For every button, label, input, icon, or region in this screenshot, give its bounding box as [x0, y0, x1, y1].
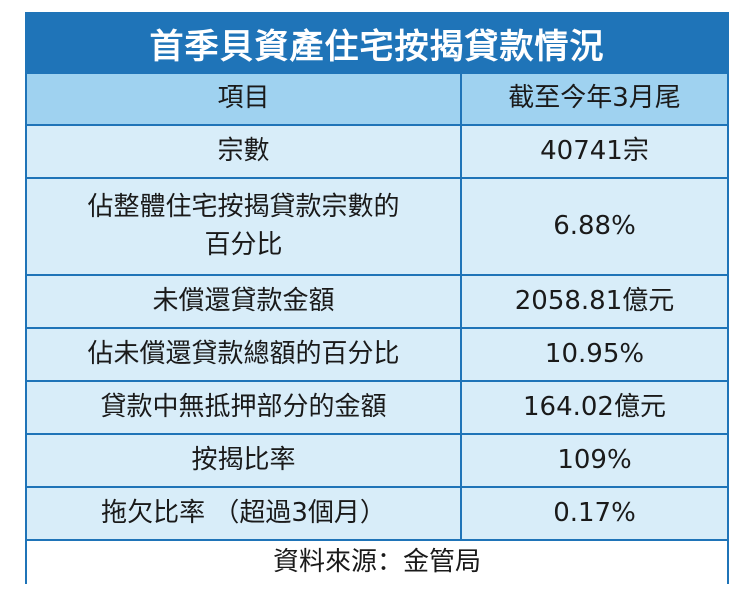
- table-row: 拖欠比率 （超過3個月） 0.17%: [27, 486, 727, 541]
- table-row: 佔未償還貸款總額的百分比 10.95%: [27, 327, 727, 382]
- row-label: 佔整體住宅按揭貸款宗數的 百分比: [27, 177, 462, 276]
- table-row: 佔整體住宅按揭貸款宗數的 百分比 6.88%: [27, 177, 727, 276]
- row-label: 貸款中無抵押部分的金額: [27, 380, 462, 435]
- table-title: 首季貝資產住宅按揭貸款情況: [27, 14, 727, 74]
- row-label: 佔未償還貸款總額的百分比: [27, 327, 462, 382]
- row-label: 拖欠比率 （超過3個月）: [27, 486, 462, 541]
- source-note: 資料來源：金管局: [27, 539, 727, 584]
- table-row: 貸款中無抵押部分的金額 164.02億元: [27, 380, 727, 435]
- table-row: 按揭比率 109%: [27, 433, 727, 488]
- row-label-line-1: 佔整體住宅按揭貸款宗數的: [87, 191, 400, 222]
- table-row: 宗數 40741宗: [27, 124, 727, 179]
- row-value: 2058.81億元: [460, 274, 727, 329]
- source-row: 資料來源：金管局: [27, 539, 727, 584]
- row-label: 宗數: [27, 124, 462, 179]
- row-value: 6.88%: [460, 177, 727, 276]
- mortgage-stats-table: 項目 截至今年3月尾 宗數 40741宗 佔整體住宅按揭貸款宗數的 百分比 6.…: [27, 74, 727, 584]
- row-value: 10.95%: [460, 327, 727, 382]
- header-item: 項目: [27, 74, 462, 126]
- mortgage-table-card: 首季貝資產住宅按揭貸款情況 項目 截至今年3月尾 宗數 40741宗 佔整體住宅…: [25, 12, 729, 584]
- row-label-line-2: 百分比: [204, 229, 283, 260]
- row-label: 未償還貸款金額: [27, 274, 462, 329]
- row-value: 0.17%: [460, 486, 727, 541]
- row-value: 40741宗: [460, 124, 727, 179]
- row-label: 按揭比率: [27, 433, 462, 488]
- row-value: 109%: [460, 433, 727, 488]
- table-row: 未償還貸款金額 2058.81億元: [27, 274, 727, 329]
- header-value: 截至今年3月尾: [460, 74, 727, 126]
- table-header-row: 項目 截至今年3月尾: [27, 74, 727, 126]
- row-value: 164.02億元: [460, 380, 727, 435]
